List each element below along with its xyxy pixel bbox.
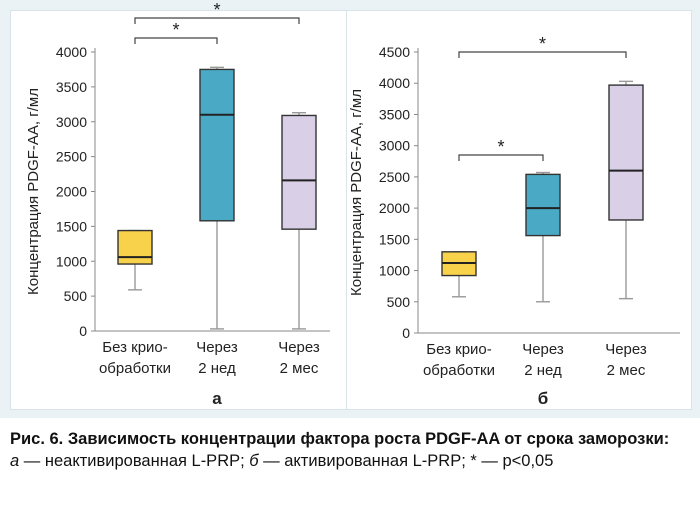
y-tick-label: 2000 bbox=[379, 200, 410, 216]
significance-star: * bbox=[213, 0, 220, 20]
caption-letter-a: а bbox=[10, 452, 20, 470]
box-iqr bbox=[117, 229, 153, 265]
y-tick-label: 1500 bbox=[379, 231, 410, 247]
y-tick-label: 4500 bbox=[379, 44, 410, 60]
significance-star: * bbox=[539, 34, 546, 54]
panel-label: б bbox=[538, 389, 549, 408]
panel-label: а bbox=[212, 389, 222, 408]
y-tick-label: 2500 bbox=[379, 169, 410, 185]
box-iqr bbox=[608, 84, 644, 221]
box-iqr bbox=[199, 68, 235, 222]
category-label-line2: 2 нед bbox=[524, 362, 562, 379]
category-label-line1: Через bbox=[605, 341, 647, 358]
category-label-line2: обработки bbox=[423, 362, 495, 379]
box-iqr bbox=[525, 173, 561, 237]
category-label-line1: Без крио- bbox=[102, 339, 168, 356]
figure-caption: Рис. 6. Зависимость концентрации фактора… bbox=[10, 428, 692, 472]
caption-letter-b: б bbox=[249, 452, 259, 470]
significance-star: * bbox=[497, 137, 504, 157]
category-label-line1: Без крио- bbox=[426, 341, 492, 358]
y-tick-label: 4000 bbox=[56, 44, 87, 60]
box-iqr bbox=[281, 114, 317, 230]
y-tick-label: 3500 bbox=[56, 79, 87, 95]
significance-bracket bbox=[458, 154, 544, 161]
y-tick-label: 3500 bbox=[379, 106, 410, 122]
category-label-line2: обработки bbox=[99, 360, 171, 377]
y-tick-label: 500 bbox=[64, 288, 88, 304]
figure-area: 0 500 1000 1500 2000 2500 3000 3500 4000 Концентр… bbox=[0, 0, 700, 418]
y-axis-label: Концентрация PDGF-AA, г/мл bbox=[25, 88, 42, 295]
category-label-line2: 2 нед bbox=[198, 360, 236, 377]
category-label-line2: 2 мес bbox=[280, 360, 319, 377]
y-tick-label: 1500 bbox=[56, 218, 87, 234]
y-tick-label: 2000 bbox=[56, 184, 87, 200]
y-tick-label: 3000 bbox=[379, 138, 410, 154]
caption-legend: а — неактивированная L-PRP; б — активиро… bbox=[10, 450, 692, 472]
boxplot-charts: 0 500 1000 1500 2000 2500 3000 3500 4000 Концентр… bbox=[25, 0, 680, 408]
category-label-line1: Через bbox=[278, 339, 320, 356]
significance-bracket bbox=[458, 51, 627, 58]
y-tick-label: 3000 bbox=[56, 114, 87, 130]
caption-title: Рис. 6. Зависимость концентрации фактора… bbox=[10, 430, 670, 448]
y-tick-label: 4000 bbox=[379, 75, 410, 91]
y-tick-label: 0 bbox=[402, 325, 410, 341]
y-axis-label: Концентрация PDGF-AA, г/мл bbox=[348, 89, 365, 296]
caption-text-a: — неактивированная L-PRP; bbox=[19, 452, 250, 470]
y-tick-label: 1000 bbox=[379, 263, 410, 279]
y-tick-label: 500 bbox=[387, 294, 411, 310]
significance-bracket bbox=[134, 17, 300, 24]
y-tick-label: 1000 bbox=[56, 253, 87, 269]
caption-text-b: — активированная L-PRP; * — p<0,05 bbox=[258, 452, 554, 470]
y-tick-label: 0 bbox=[79, 323, 87, 339]
category-label-line1: Через bbox=[196, 339, 238, 356]
significance-star: * bbox=[172, 20, 179, 40]
category-label-line1: Через bbox=[522, 341, 564, 358]
significance-bracket bbox=[134, 37, 218, 44]
y-tick-label: 2500 bbox=[56, 149, 87, 165]
category-label-line2: 2 мес bbox=[607, 362, 646, 379]
